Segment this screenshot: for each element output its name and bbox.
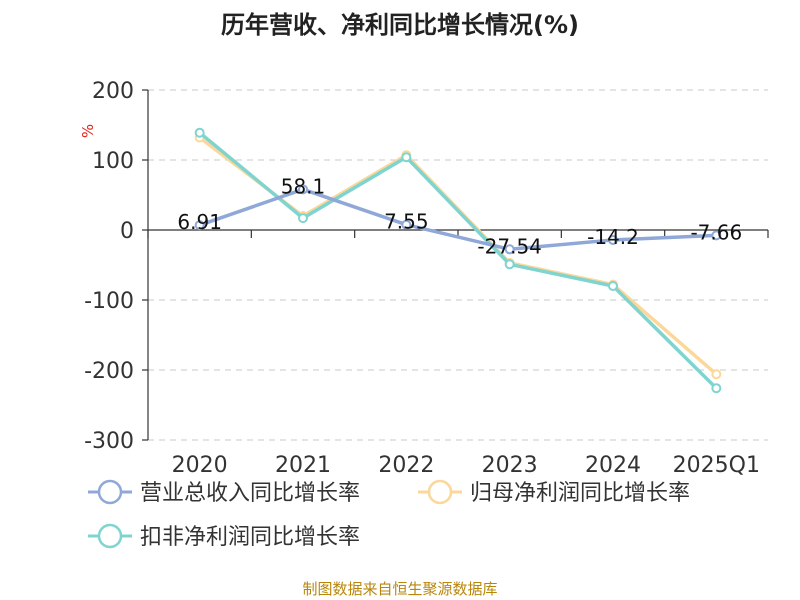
data-point xyxy=(608,234,618,245)
data-point xyxy=(401,219,412,230)
source-note: 制图数据来自恒生聚源数据库 xyxy=(302,580,497,598)
y-tick-label: -200 xyxy=(84,359,134,384)
series-line xyxy=(198,131,718,390)
data-label: 6.91 xyxy=(177,210,222,234)
x-tick-label: 2022 xyxy=(378,453,434,478)
x-tick-label: 2021 xyxy=(275,453,331,478)
data-point xyxy=(298,213,308,224)
y-tick-label: 200 xyxy=(92,79,134,104)
y-tick-label: 100 xyxy=(92,149,134,174)
y-tick-label: -100 xyxy=(84,289,134,314)
data-label: -27.54 xyxy=(477,234,541,258)
data-labels: 6.91 58.1 7.55 -27.54 -14.2 -7.66 xyxy=(177,174,742,258)
y-tick-label: 0 xyxy=(120,219,134,244)
series-line xyxy=(199,187,717,252)
legend-marker xyxy=(97,479,123,505)
legend-marker xyxy=(427,479,453,505)
axes: 200 100 0 -100 -200 -300 2020 2021 2022 2023 2024 2… xyxy=(84,79,769,478)
data-label: 58.1 xyxy=(281,174,326,198)
data-point xyxy=(608,281,618,291)
series-line xyxy=(198,136,718,376)
data-point xyxy=(194,127,205,138)
x-tick-label: 2020 xyxy=(172,453,228,478)
data-label: -7.66 xyxy=(690,220,742,244)
data-point xyxy=(711,369,722,380)
data-point xyxy=(711,383,722,394)
data-point xyxy=(401,152,412,163)
legend-label: 扣非净利润同比增长率 xyxy=(140,525,360,550)
series-group xyxy=(194,127,722,394)
x-tick-label: 2025Q1 xyxy=(673,453,760,478)
data-point xyxy=(504,244,515,255)
data-point xyxy=(298,184,308,195)
legend-marker xyxy=(97,523,123,549)
x-tick-label: 2024 xyxy=(585,453,641,478)
y-tick-label: -300 xyxy=(84,429,134,454)
legend-label: 归母净利润同比增长率 xyxy=(470,481,690,506)
y-axis-unit: % xyxy=(79,124,97,138)
x-tick-label: 2023 xyxy=(482,453,538,478)
grid-lines xyxy=(148,89,768,441)
data-point xyxy=(194,220,205,231)
data-point xyxy=(504,259,515,270)
legend-label: 营业总收入同比增长率 xyxy=(140,481,360,506)
data-point xyxy=(711,230,722,241)
data-label: -14.2 xyxy=(587,225,639,249)
data-label: 7.55 xyxy=(384,210,429,234)
chart-title: 历年营收、净利同比增长情况(%) xyxy=(221,11,579,39)
